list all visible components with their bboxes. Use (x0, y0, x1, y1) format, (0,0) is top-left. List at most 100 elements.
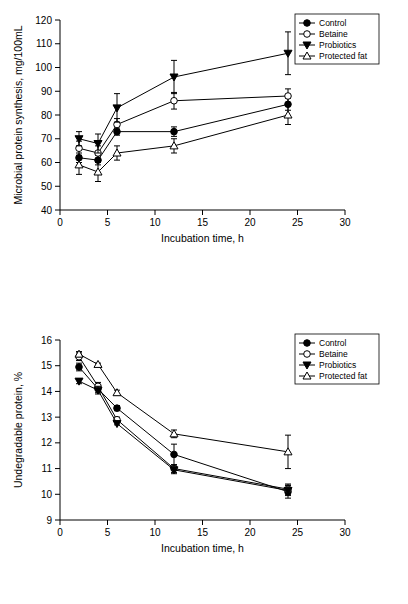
error-cap (285, 485, 291, 486)
x-tick (202, 520, 203, 525)
y-tick-label: 15 (41, 360, 53, 371)
marker (170, 430, 178, 437)
error-bar (76, 132, 82, 146)
legend-marker (304, 351, 311, 358)
legend-marker (304, 340, 311, 347)
error-cap (171, 138, 177, 139)
series-line (79, 115, 288, 172)
x-tick (345, 520, 346, 525)
marker (113, 421, 121, 428)
error-cap (285, 88, 291, 89)
error-cap (285, 105, 291, 106)
series-line (79, 104, 288, 160)
x-tick-label: 25 (292, 527, 304, 538)
marker (76, 364, 83, 371)
marker (170, 467, 178, 474)
marker (171, 128, 178, 135)
legend-label: Control (319, 18, 347, 28)
x-tick-label: 5 (105, 527, 111, 538)
error-cap (76, 174, 82, 175)
series-line (79, 357, 288, 489)
figure: 405060708090100110120051015202530Incubat… (0, 0, 408, 604)
y-tick-label: 50 (41, 181, 53, 192)
error-bar (76, 363, 82, 371)
legend-box (295, 14, 379, 64)
error-bar (114, 146, 120, 160)
y-tick (55, 162, 60, 163)
y-tick (55, 417, 60, 418)
y-tick-label: 120 (35, 15, 52, 26)
marker (75, 161, 83, 168)
y-tick-label: 9 (46, 515, 52, 526)
x-tick (250, 210, 251, 215)
error-bar (171, 444, 177, 465)
marker (170, 142, 178, 149)
y-tick (55, 67, 60, 68)
y-axis (60, 340, 61, 520)
error-bar (285, 106, 291, 125)
y-tick-label: 80 (41, 110, 53, 121)
y-tick (55, 210, 60, 211)
error-bar (95, 163, 101, 182)
y-tick (55, 186, 60, 187)
error-bar (171, 430, 177, 438)
error-cap (95, 181, 101, 182)
y-tick-label: 14 (41, 386, 53, 397)
y-tick-label: 10 (41, 489, 53, 500)
y-axis-label: Undegradable protein, % (12, 372, 24, 488)
error-cap (114, 145, 120, 146)
plot-area (75, 350, 292, 498)
legend-marker (303, 52, 311, 59)
error-cap (95, 134, 101, 135)
marker (94, 168, 102, 175)
y-tick (55, 520, 60, 521)
x-tick-label: 15 (197, 217, 209, 228)
y-tick (55, 442, 60, 443)
x-tick (155, 520, 156, 525)
x-tick (60, 210, 61, 215)
error-bar (285, 32, 291, 75)
error-cap (171, 466, 177, 467)
error-bar (114, 406, 120, 411)
error-cap (285, 435, 291, 436)
x-tick (202, 210, 203, 215)
marker (75, 350, 83, 357)
x-tick-label: 20 (244, 527, 256, 538)
error-bar (285, 484, 291, 494)
chart: 405060708090100110120051015202530Incubat… (12, 14, 379, 244)
error-cap (285, 498, 291, 499)
legend-marker (303, 362, 311, 369)
x-tick (107, 210, 108, 215)
error-cap (114, 130, 120, 131)
y-axis-label: Microbial protein synthesis, mg/100mL (12, 25, 24, 204)
marker (94, 387, 102, 394)
legend-marker (304, 31, 311, 38)
series-line (79, 53, 288, 143)
error-bar (285, 485, 291, 495)
x-tick-label: 10 (149, 217, 161, 228)
x-tick-label: 0 (57, 217, 63, 228)
y-tick (55, 468, 60, 469)
marker (113, 149, 121, 156)
marker (75, 136, 83, 143)
x-tick (345, 210, 346, 215)
x-tick-label: 5 (105, 217, 111, 228)
y-tick (55, 91, 60, 92)
error-cap (95, 162, 101, 163)
y-tick (55, 494, 60, 495)
legend-marker (303, 372, 311, 379)
marker (94, 360, 102, 367)
marker (113, 389, 121, 396)
error-bar (285, 435, 291, 468)
error-cap (285, 103, 291, 104)
x-tick-label: 20 (244, 217, 256, 228)
error-cap (171, 444, 177, 445)
error-cap (114, 122, 120, 123)
y-tick-label: 16 (41, 335, 53, 346)
legend-label: Protected fat (319, 51, 368, 61)
x-tick-label: 25 (292, 217, 304, 228)
error-bar (171, 60, 177, 93)
legend: ControlBetaineProbioticsProtected fat (295, 14, 379, 64)
y-tick-label: 100 (35, 62, 52, 73)
marker (284, 487, 292, 494)
